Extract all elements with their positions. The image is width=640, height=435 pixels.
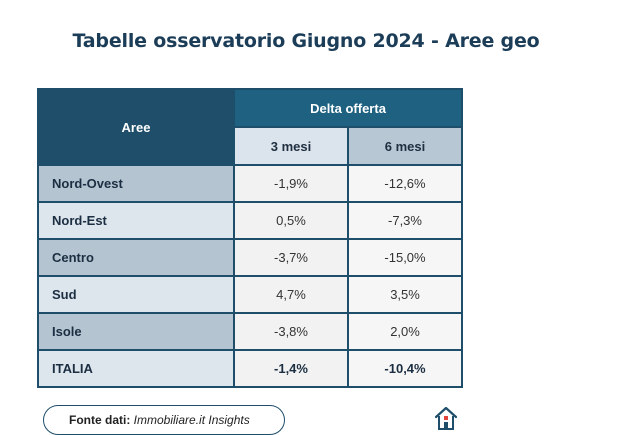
page-title: Tabelle osservatorio Giugno 2024 - Aree … (72, 30, 540, 52)
row-area-label: Isole (37, 312, 235, 351)
row-value-6m: -10,4% (346, 349, 464, 388)
header-aree: Aree (37, 88, 235, 166)
source-label: Fonte dati: (69, 413, 131, 427)
table-row: Nord-Est 0,5% -7,3% (37, 201, 464, 240)
table-row: Centro -3,7% -15,0% (37, 238, 464, 277)
row-area-label: Centro (37, 238, 235, 277)
header-3-mesi: 3 mesi (233, 126, 349, 166)
row-value-6m: -12,6% (346, 164, 464, 203)
house-logo-icon (434, 406, 458, 430)
table-row: Isole -3,8% 2,0% (37, 312, 464, 351)
row-value-6m: -15,0% (346, 238, 464, 277)
header-delta-offerta: Delta offerta (232, 88, 464, 128)
row-value-6m: 2,0% (346, 312, 464, 351)
row-area-label: Nord-Ovest (37, 164, 235, 203)
table-row: Sud 4,7% 3,5% (37, 275, 464, 314)
row-value-3m: -3,8% (233, 312, 349, 351)
row-value-3m: -3,7% (233, 238, 349, 277)
observatory-table: Aree Delta offerta 3 mesi 6 mesi Nord-Ov… (37, 88, 464, 388)
row-value-3m: 0,5% (233, 201, 349, 240)
row-area-label: ITALIA (37, 349, 235, 388)
row-value-3m: 4,7% (233, 275, 349, 314)
row-value-3m: -1,4% (233, 349, 349, 388)
header-6-mesi: 6 mesi (346, 126, 464, 166)
row-value-6m: -7,3% (346, 201, 464, 240)
row-area-label: Sud (37, 275, 235, 314)
row-area-label: Nord-Est (37, 201, 235, 240)
table-row: Nord-Ovest -1,9% -12,6% (37, 164, 464, 203)
row-value-6m: 3,5% (346, 275, 464, 314)
row-value-3m: -1,9% (233, 164, 349, 203)
table-row-total: ITALIA -1,4% -10,4% (37, 349, 464, 388)
source-value: Immobiliare.it Insights (133, 413, 250, 427)
